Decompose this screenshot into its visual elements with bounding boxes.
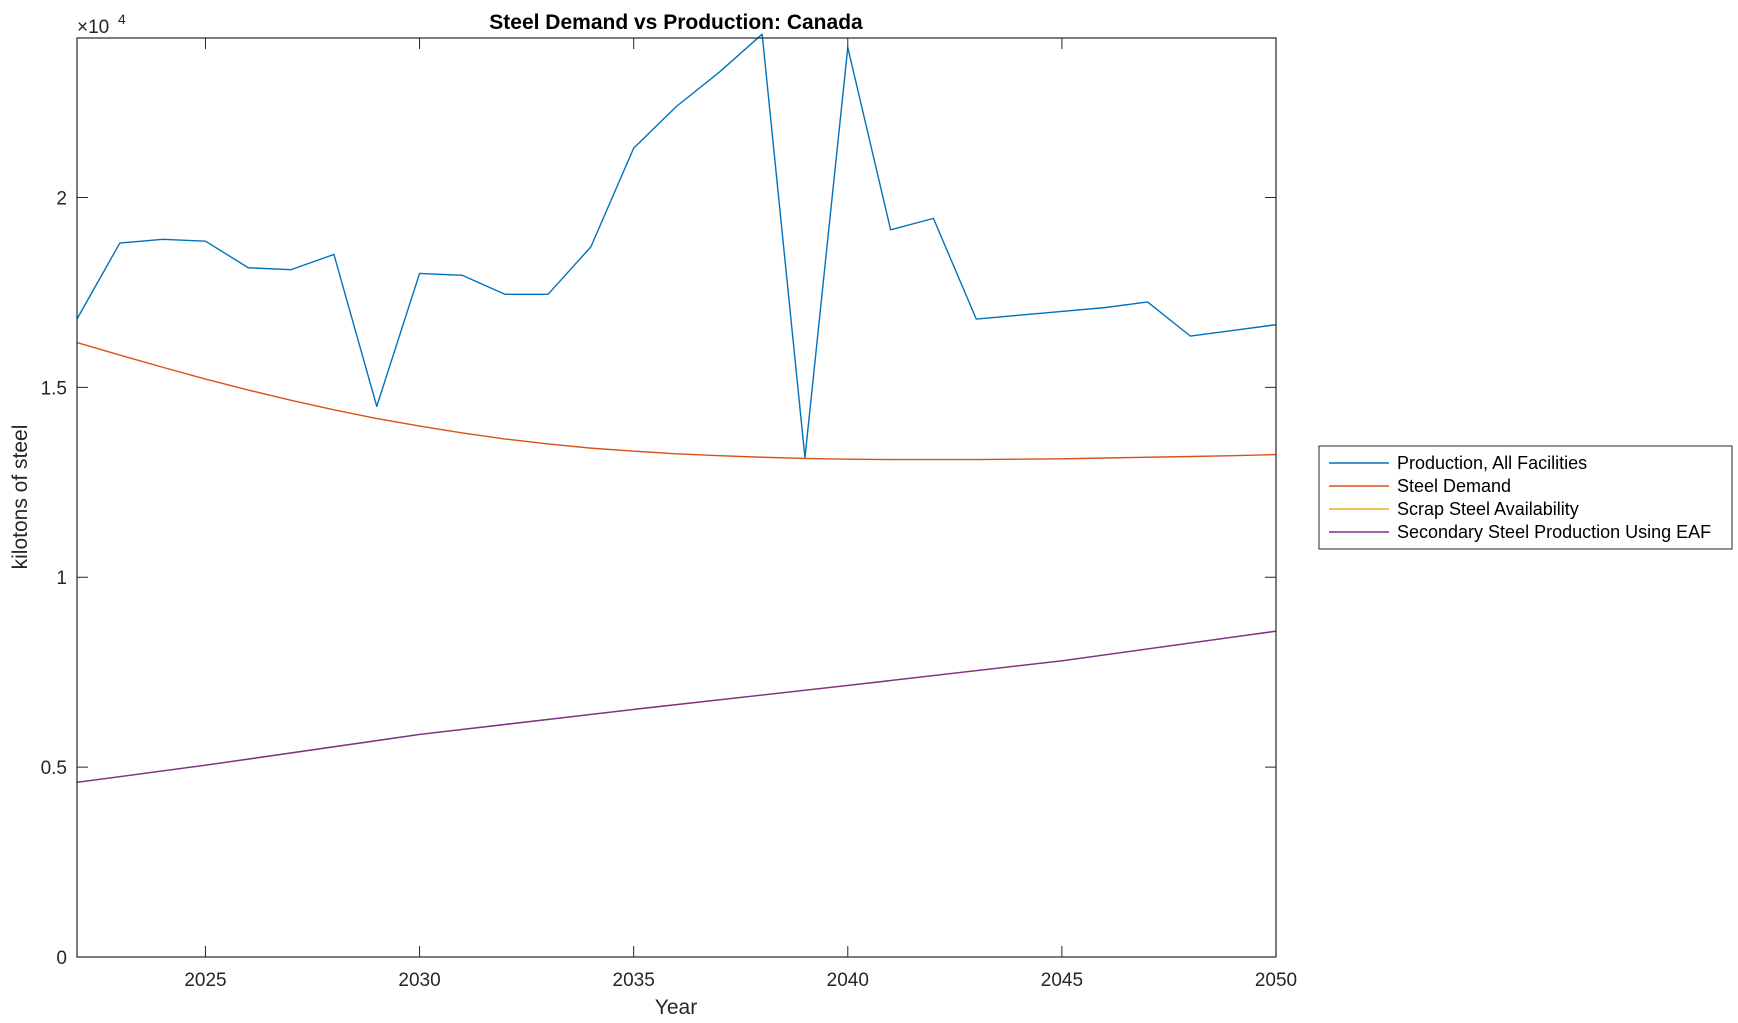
- axes-box: [76, 37, 1277, 958]
- legend-label-steel-demand: Steel Demand: [1397, 476, 1511, 496]
- y-tick-label: 0.5: [41, 758, 67, 779]
- y-axis-label: kilotons of steel: [9, 425, 32, 570]
- x-ticks: 2025 2030 2035 2040 2045 2050: [184, 38, 1297, 991]
- legend: Production, All Facilities Steel Demand Sc…: [1318, 445, 1733, 550]
- series-line-production-all-facilities: [76, 33, 1277, 459]
- x-tick-label: 2030: [398, 970, 440, 991]
- y-tick-label: 1.5: [41, 378, 67, 399]
- legend-label-scrap-steel-availability: Scrap Steel Availability: [1397, 499, 1579, 519]
- x-tick-label: 2050: [1255, 970, 1297, 991]
- series-line-secondary-steel-production-using-eaf: [76, 630, 1277, 784]
- series-layer: [76, 33, 1277, 784]
- y-tick-label: 2: [56, 188, 67, 209]
- x-tick-label: 2040: [827, 970, 869, 991]
- x-axis-label: Year: [655, 996, 697, 1019]
- x-tick-label: 2025: [184, 970, 226, 991]
- x-tick-label: 2045: [1041, 970, 1083, 991]
- y-tick-label: 0: [56, 948, 67, 969]
- y-axis-exponent-power: 4: [118, 11, 126, 27]
- legend-entries: Production, All Facilities Steel Demand Sc…: [1329, 453, 1711, 542]
- x-tick-label: 2035: [613, 970, 655, 991]
- plot-area: [77, 38, 1276, 957]
- y-tick-label: 1: [56, 568, 67, 589]
- chart-title: Steel Demand vs Production: Canada: [489, 11, 863, 34]
- series-line-steel-demand: [76, 341, 1277, 461]
- legend-label-secondary-steel-production-using-eaf: Secondary Steel Production Using EAF: [1397, 522, 1711, 542]
- y-ticks: 0 0.5 1 1.5 2: [41, 188, 1276, 969]
- legend-label-production-all-facilities: Production, All Facilities: [1397, 453, 1587, 473]
- y-axis-exponent-base: ×10: [77, 17, 109, 38]
